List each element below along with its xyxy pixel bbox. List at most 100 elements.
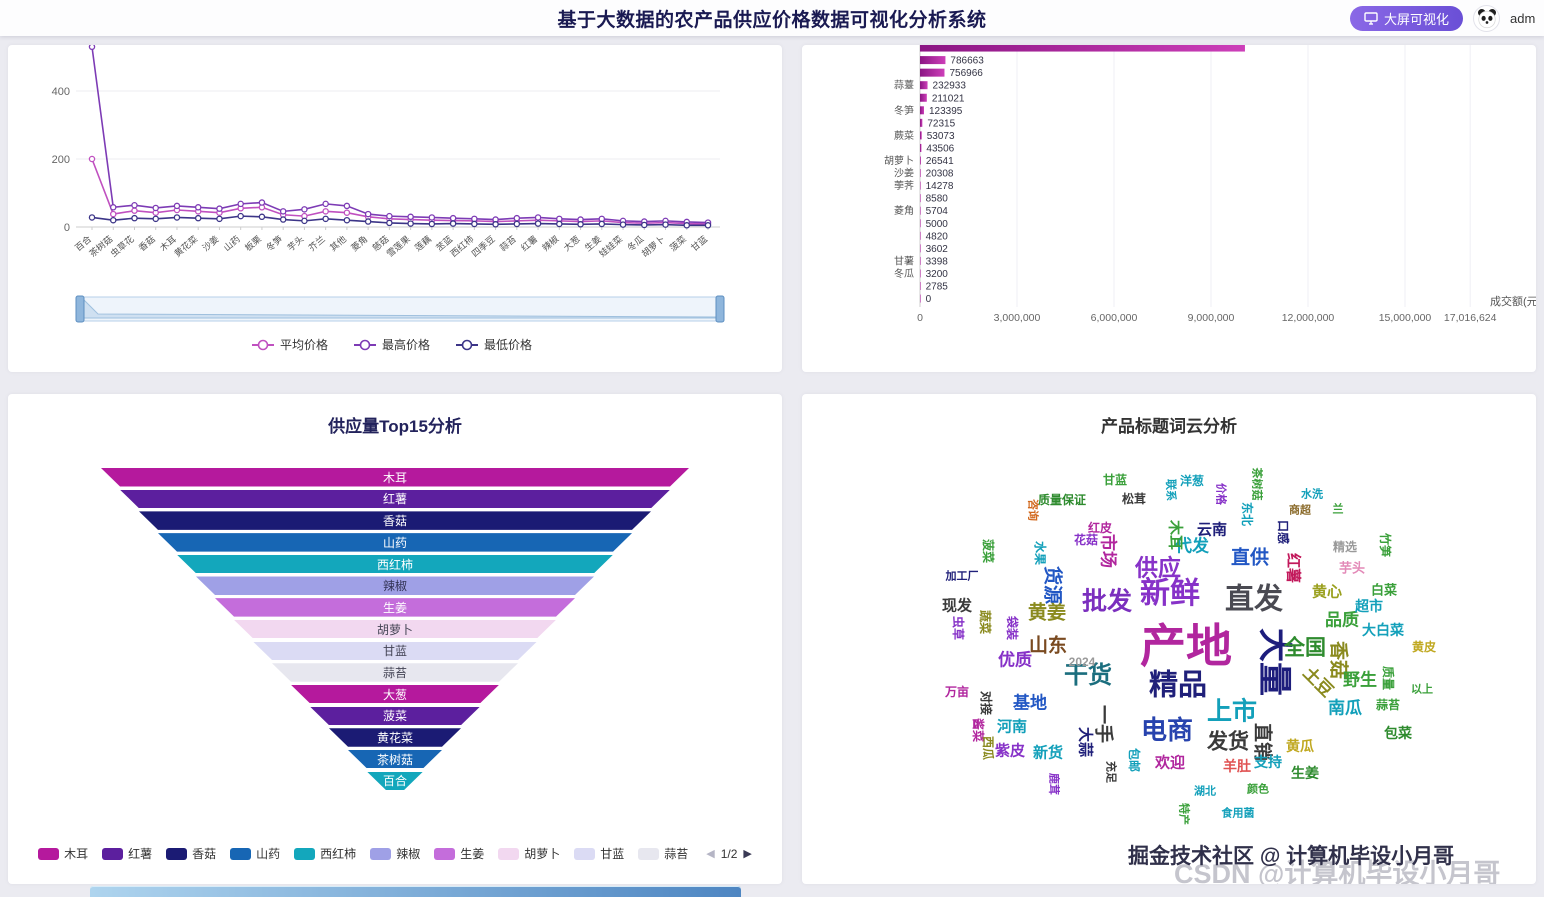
wordcloud-word: 鹿茸 — [1047, 773, 1060, 795]
funnel-item[interactable]: 香菇 — [139, 511, 651, 530]
funnel-item[interactable]: 甘蓝 — [253, 642, 537, 661]
wordcloud-word: 精选 — [1332, 540, 1358, 554]
legend-label: 蒜苔 — [664, 847, 689, 861]
funnel-legend-item[interactable]: 甘蓝 — [574, 845, 624, 862]
svg-text:荸荠: 荸荠 — [894, 180, 914, 192]
wordcloud-word: 云南 — [1196, 521, 1228, 539]
svg-text:最高价格: 最高价格 — [382, 337, 430, 352]
price-line-chart[interactable]: 0 200 400 百合 茶树菇 虫草花 香菇 木耳 黄花菜 沙姜 山药 板栗 冬笋 芋头 芥兰 其他 菱角 慈菇… — [8, 45, 782, 372]
legend-chip — [574, 847, 596, 860]
funnel-item[interactable]: 菠菜 — [310, 707, 480, 726]
legend-pager-next-icon[interactable]: ▶ — [743, 848, 752, 860]
funnel-legend-item[interactable]: 山药 — [230, 845, 280, 862]
funnel-item[interactable]: 黄花菜 — [329, 728, 461, 747]
funnel-item[interactable]: 红薯 — [120, 490, 670, 509]
wordcloud-word: 花菇 — [1073, 533, 1099, 547]
funnel-item[interactable]: 蒜苔 — [272, 663, 518, 682]
funnel-item[interactable]: 山药 — [158, 533, 632, 552]
avatar[interactable] — [1473, 4, 1500, 32]
wordcloud-word: 大蒜 — [1076, 726, 1094, 758]
wordcloud-word: 新鲜 — [1140, 577, 1200, 610]
wordcloud-chart[interactable]: 产地 大量 新鲜 精品 直发 电商 上市 发货 直销 干货 批发 供应 黄姜 山东 优质 货源 市场 代发 云南 木耳… — [802, 394, 1536, 884]
wordcloud-word: 基地 — [1013, 693, 1047, 713]
svg-text:冬笋: 冬笋 — [264, 233, 285, 253]
funnel-legend-item[interactable]: 生姜 — [434, 845, 484, 862]
svg-text:西红柿: 西红柿 — [448, 233, 476, 259]
big-screen-button[interactable]: 大屏可视化 — [1349, 5, 1463, 31]
wordcloud-word: 食用菌 — [1221, 807, 1255, 820]
wordcloud-word: 野生 — [1343, 670, 1377, 690]
funnel-item[interactable]: 茶树菇 — [348, 750, 442, 769]
wordcloud-word: 商超 — [1289, 504, 1311, 517]
svg-text:4820: 4820 — [926, 231, 949, 242]
legend-chip — [434, 847, 456, 860]
price-trend-panel: 0 200 400 百合 茶树菇 虫草花 香菇 木耳 黄花菜 沙姜 山药 板栗 冬笋 芋头 芥兰 其他 菱角 慈菇… — [8, 45, 782, 372]
legend-chip — [230, 847, 252, 860]
svg-text:211021: 211021 — [932, 93, 965, 104]
wordcloud-word: 颜色 — [1247, 783, 1269, 796]
legend-chip — [498, 847, 520, 860]
funnel-legend-item[interactable]: 香菇 — [166, 845, 216, 862]
funnel-item[interactable]: 木耳 — [101, 468, 689, 487]
funnel-item[interactable]: 西红柿 — [177, 555, 613, 574]
legend-chip — [638, 847, 660, 860]
svg-text:200: 200 — [52, 154, 70, 166]
wordcloud-word: 欢迎 — [1154, 754, 1186, 772]
legend-label: 生姜 — [460, 847, 485, 861]
wordcloud-word: 袋装 — [1005, 615, 1019, 641]
svg-text:莲藕: 莲藕 — [412, 233, 433, 253]
supply-funnel-chart[interactable]: 木耳红薯香菇山药西红柿辣椒生姜胡萝卜甘蓝蒜苔大葱菠菜黄花菜茶树菇百合 — [8, 468, 782, 790]
funnel-legend-item[interactable]: 红薯 — [102, 845, 152, 862]
page-title: 基于大数据的农产品供应价格数据可视化分析系统 — [557, 9, 987, 31]
funnel-legend-item[interactable]: 西红柿 — [294, 845, 356, 862]
funnel-legend-item[interactable]: 辣椒 — [370, 845, 420, 862]
svg-text:芥兰: 芥兰 — [306, 233, 327, 253]
svg-text:蕨菜: 蕨菜 — [894, 130, 914, 142]
wordcloud-word: 直供 — [1230, 547, 1270, 569]
legend-page-indicator: 1/2 — [720, 846, 738, 861]
wordcloud-word: 羊肚 — [1223, 758, 1251, 774]
wordcloud-word: 支持 — [1254, 754, 1282, 770]
wordcloud-word: 南瓜 — [1328, 698, 1362, 718]
svg-text:最低价格: 最低价格 — [484, 337, 532, 352]
svg-text:14278: 14278 — [926, 181, 954, 192]
wordcloud-word: 洋葱 — [1179, 474, 1205, 488]
funnel-item[interactable]: 百合 — [367, 772, 423, 791]
wordcloud-word: 以上 — [1411, 683, 1433, 696]
wordcloud-word: 直发 — [1224, 583, 1284, 616]
app-header: 基于大数据的农产品供应价格数据可视化分析系统 大屏可视化 adm — [0, 0, 1544, 36]
wordcloud-word: 甘蓝 — [1102, 473, 1128, 487]
wordcloud-word: 东北 — [1240, 501, 1254, 527]
legend-chip — [370, 847, 392, 860]
funnel-legend-item[interactable]: 蒜苔 — [638, 845, 688, 862]
turnover-bar-chart[interactable]: 0 3,000,000 6,000,000 9,000,000 12,000,000 15… — [802, 45, 1536, 372]
bottom-slider-strip[interactable] — [90, 886, 741, 897]
svg-text:3602: 3602 — [926, 244, 949, 255]
funnel-item[interactable]: 辣椒 — [196, 576, 594, 595]
svg-text:大葱: 大葱 — [561, 233, 582, 253]
wordcloud-word: 品质 — [1325, 610, 1359, 630]
svg-text:786663: 786663 — [950, 56, 984, 67]
svg-text:冬笋: 冬笋 — [894, 104, 914, 117]
wordcloud-word: 蒜苔 — [1375, 698, 1401, 712]
svg-text:9,000,000: 9,000,000 — [1188, 312, 1235, 324]
svg-text:菱角: 菱角 — [349, 233, 370, 253]
wordcloud-word: 联系 — [1164, 479, 1177, 501]
svg-text:2785: 2785 — [926, 282, 949, 293]
svg-text:其他: 其他 — [327, 233, 348, 253]
svg-text:四季豆: 四季豆 — [469, 233, 497, 259]
funnel-item[interactable]: 大葱 — [291, 685, 499, 704]
funnel-item[interactable]: 生姜 — [215, 598, 575, 617]
funnel-legend-item[interactable]: 胡萝卜 — [498, 845, 560, 862]
funnel-item[interactable]: 胡萝卜 — [234, 620, 556, 639]
legend-pager-prev-icon[interactable]: ◀ — [706, 848, 715, 860]
big-screen-button-label: 大屏可视化 — [1383, 11, 1449, 27]
legend-label: 胡萝卜 — [524, 847, 561, 861]
funnel-legend-item[interactable]: 木耳 — [38, 845, 88, 862]
wordcloud-word: 价格 — [1214, 483, 1227, 505]
svg-text:黄花菜: 黄花菜 — [172, 233, 200, 259]
wordcloud-word: 黄姜 — [1027, 602, 1067, 624]
dashboard-grid: 0 200 400 百合 茶树菇 虫草花 香菇 木耳 黄花菜 沙姜 山药 板栗 冬笋 芋头 芥兰 其他 菱角 慈菇… — [0, 36, 1544, 884]
wordcloud-word: 货源 — [1041, 565, 1063, 605]
username[interactable]: adm — [1510, 10, 1536, 26]
